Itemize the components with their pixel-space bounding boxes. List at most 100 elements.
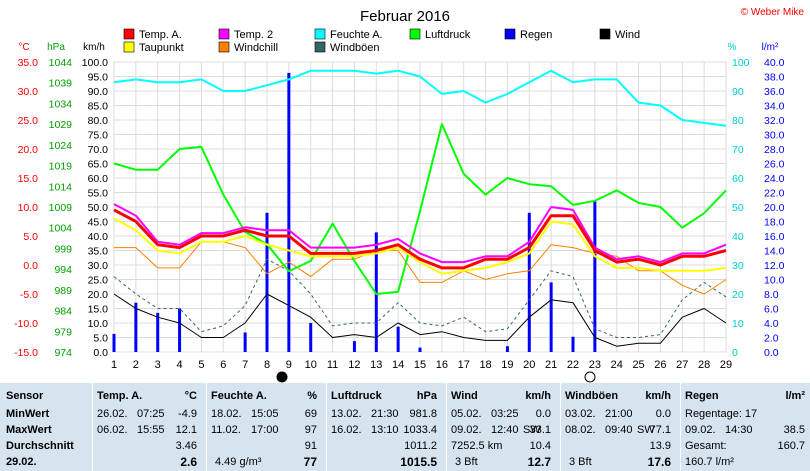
press-tick-label: 999: [54, 243, 72, 255]
humid-tick-label: 60: [732, 173, 744, 185]
rain-tick-label: 22.0: [764, 188, 785, 200]
temp-current: 2.6: [180, 455, 197, 469]
rain-bar: [265, 212, 269, 352]
x-tick-label: 4: [177, 359, 183, 371]
wind-current: 12.7: [527, 455, 551, 469]
press-tick-label: 974: [54, 347, 72, 359]
press-tick-label: 984: [54, 306, 72, 318]
x-tick-label: 21: [545, 359, 557, 371]
chart-grid: [113, 61, 727, 353]
press-min-val: 981.8: [409, 408, 437, 420]
stats-col-gust: Windböen km/h 03.02. 21:00 0.0 08.02. 09…: [560, 383, 677, 471]
rain-bar: [396, 326, 400, 352]
legend-label: Luftdruck: [425, 29, 471, 41]
rain-total-label: Gesamt:: [685, 440, 727, 452]
press-tick-label: 1009: [49, 202, 73, 214]
wind-tick-label: 35.0: [88, 246, 109, 258]
x-tick-label: 16: [436, 359, 448, 371]
wind-tick-label: 85.0: [88, 101, 109, 113]
press-max-val: 1033.4: [403, 424, 437, 436]
wind-max-dir: SW: [523, 424, 541, 436]
series-line-wind: [113, 293, 727, 347]
wind-header: Wind: [451, 390, 478, 402]
rain-tick-label: 10.0: [764, 275, 785, 287]
humid-tick-label: 100: [732, 57, 750, 69]
x-tick-label: 25: [632, 359, 644, 371]
humid-header: Feuchte A.: [211, 390, 267, 402]
press-unit: hPa: [416, 390, 437, 402]
legend-swatch: [314, 41, 326, 53]
rain-tick-label: 40.0: [764, 57, 785, 69]
wind-tick-label: 90.0: [88, 86, 109, 98]
rain-tick-label: 26.0: [764, 159, 785, 171]
wind-tick-label: 0.0: [93, 347, 108, 359]
rain-bar: [156, 312, 160, 352]
x-tick-label: 8: [264, 359, 270, 371]
x-tick-label: 19: [501, 359, 513, 371]
humid-unit-label: %: [728, 42, 737, 53]
legend-swatch: [314, 28, 326, 40]
temp-min-time: 07:25: [137, 408, 165, 420]
humid-tick-label: 50: [732, 202, 744, 214]
stats-col-temp: Temp. A. °C 26.02. 07:25 -4.9 06.02. 15:…: [92, 383, 203, 471]
temp-max-date: 06.02.: [97, 424, 128, 436]
wind-min-val: 0.0: [535, 408, 551, 420]
press-max-date: 16.02.: [331, 424, 362, 436]
press-tick-label: 1034: [49, 98, 73, 110]
press-tick-label: 1014: [49, 181, 73, 193]
rain-tick-label: 34.0: [764, 101, 785, 113]
legend-swatch: [599, 28, 611, 40]
press-tick-label: 1029: [49, 119, 73, 131]
legend-swatch: [123, 41, 135, 53]
wind-tick-label: 95.0: [88, 72, 109, 84]
series-line-temp-2: [113, 203, 727, 264]
humid-max-time: 17:00: [251, 424, 279, 436]
new-moon-icon: [276, 371, 288, 383]
rain-bar: [571, 336, 575, 352]
gust-min-time: 21:00: [605, 408, 633, 420]
gust-current: 17.6: [647, 455, 671, 469]
x-tick-label: 17: [458, 359, 470, 371]
wind-tick-label: 15.0: [88, 304, 109, 316]
x-tick-label: 7: [242, 359, 248, 371]
x-tick-label: 29: [720, 359, 732, 371]
stats-col-wind: Wind km/h 05.02. 03:25 0.0 09.02. 12:40 …: [446, 383, 557, 471]
rain-tick-label: 18.0: [764, 217, 785, 229]
press-tick-label: 1044: [49, 57, 73, 69]
press-tick-label: 994: [54, 264, 72, 276]
x-tick-label: 23: [589, 359, 601, 371]
full-moon-icon: [584, 371, 596, 383]
x-tick-label: 20: [523, 359, 535, 371]
x-tick-label: 6: [220, 359, 226, 371]
humid-abs: 4.49 g/m³: [215, 456, 262, 468]
temp-tick-label: 35.0: [18, 57, 39, 69]
press-min-date: 13.02.: [331, 408, 362, 420]
x-tick-label: 10: [305, 359, 317, 371]
x-tick-label: 27: [676, 359, 688, 371]
series-lines: [113, 69, 727, 347]
legend-label: Windchill: [234, 42, 278, 54]
series-line-temp-a-: [113, 208, 727, 270]
gust-max-time: 09:40: [605, 424, 633, 436]
humid-tick-label: 40: [732, 231, 744, 243]
wind-max-time: 12:40: [491, 424, 519, 436]
avg-label: Durchschnitt: [6, 440, 74, 452]
legend-swatch: [123, 28, 135, 40]
x-tick-label: 9: [286, 359, 292, 371]
x-tick-label: 15: [414, 359, 426, 371]
x-tick-label: 3: [155, 359, 161, 371]
press-tick-label: 1039: [49, 78, 73, 90]
legend-swatch: [409, 28, 421, 40]
humid-tick-label: 0: [732, 347, 738, 359]
gust-max-val: 77.1: [649, 424, 671, 436]
humid-max-val: 97: [304, 424, 317, 436]
rain-tick-label: 38.0: [764, 72, 785, 84]
wind-min-date: 05.02.: [451, 408, 482, 420]
x-tick-label: 26: [654, 359, 666, 371]
rain-tick-label: 30.0: [764, 130, 785, 142]
wind-max-val: 33.1: [529, 424, 551, 436]
wind-tick-label: 10.0: [88, 318, 109, 330]
rain-tick-label: 24.0: [764, 173, 785, 185]
humid-min-val: 69: [304, 408, 317, 420]
rain-current: 160.7 l/m²: [685, 456, 734, 468]
